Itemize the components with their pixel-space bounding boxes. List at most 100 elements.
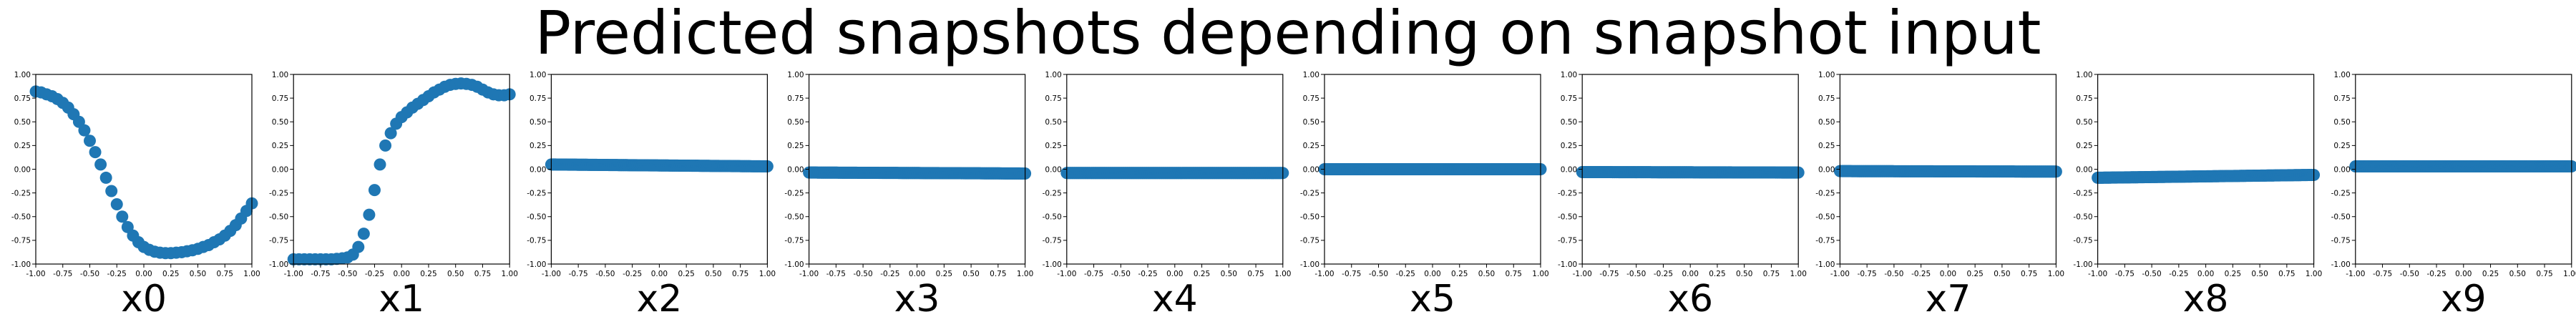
x-tick-label: 0.00: [135, 270, 152, 278]
y-tick-label: 0.25: [2076, 142, 2092, 150]
x-axis-label: x7: [1925, 278, 1971, 321]
x-tick-label: 1.00: [1532, 270, 1548, 278]
y-tick-label: -0.50: [784, 213, 804, 222]
data-point: [384, 127, 397, 140]
subplot-x8: -1.00 -0.75 -0.50 -0.25 0.00 0.25 0.50 0.75 1.00…: [2073, 71, 2322, 321]
data-points: [287, 77, 516, 265]
x-tick-label: -0.50: [595, 270, 615, 278]
x-tick-label: 0.00: [1940, 270, 1956, 278]
data-points: [1318, 163, 1547, 175]
y-tick-label: 0.50: [530, 118, 546, 127]
y-tick-label: 0.25: [787, 142, 804, 150]
y-tick-label: 0.00: [1561, 165, 1577, 174]
y-tick-label: -0.25: [269, 189, 288, 197]
x-tick-label: 0.25: [1709, 270, 1725, 278]
y-tick-label: -1.00: [1043, 260, 1062, 269]
x-tick-label: -0.50: [2400, 270, 2419, 278]
data-point: [2565, 160, 2576, 173]
x-axis-label: x4: [1152, 278, 1198, 321]
y-tick-label: 0.00: [787, 165, 804, 174]
data-point: [368, 184, 381, 197]
y-tick-label: 0.50: [1045, 118, 1061, 127]
x-tick-label: 0.25: [420, 270, 436, 278]
x-tick-label: 0.50: [190, 270, 206, 278]
y-tick-label: 0.00: [14, 165, 31, 174]
y-tick-label: 1.00: [1561, 71, 1577, 79]
y-tick-label: 0.50: [1303, 118, 1319, 127]
x-tick-label: -0.75: [2115, 270, 2135, 278]
y-tick-label: 0.75: [1818, 94, 1835, 103]
x-tick-label: 1.00: [2048, 270, 2064, 278]
y-tick-label: -1.00: [784, 260, 804, 269]
x-tick-label: 0.75: [1506, 270, 1522, 278]
x-tick-label: 0.50: [962, 270, 979, 278]
plot-frame: [293, 74, 510, 265]
y-tick-label: 0.25: [530, 142, 546, 150]
x-axis-label: x5: [1410, 278, 1455, 321]
x-tick-label: 0.25: [1966, 270, 1983, 278]
data-point: [116, 210, 129, 223]
y-tick-label: -0.25: [11, 189, 31, 197]
y-tick-label: -0.75: [2331, 237, 2351, 245]
x-tick-label: -0.75: [1599, 270, 1619, 278]
x-axis-label: x6: [1667, 278, 1713, 321]
subplot-x9: -1.00 -0.75 -0.50 -0.25 0.00 0.25 0.50 0.75 1.00…: [2331, 71, 2576, 321]
x-tick-label: 0.50: [705, 270, 721, 278]
x-tick-label: 0.75: [1247, 270, 1264, 278]
x-tick-label: 1.00: [2306, 270, 2322, 278]
y-tick-label: 1.00: [787, 71, 804, 79]
x-tick-label: 0.50: [1994, 270, 2010, 278]
x-tick-label: 0.00: [1682, 270, 1699, 278]
subplot-x1: -1.00 -0.75 -0.50 -0.25 0.00 0.25 0.50 0.75 1.00…: [269, 71, 518, 321]
y-tick-label: 0.25: [1045, 142, 1061, 150]
x-tick-label: 0.75: [2278, 270, 2295, 278]
subplot-x2: -1.00 -0.75 -0.50 -0.25 0.00 0.25 0.50 0.75 1.00…: [527, 71, 776, 321]
x-axis-label: x8: [2183, 278, 2229, 321]
x-tick-label: -1.00: [1573, 270, 1592, 278]
data-point: [357, 228, 370, 240]
data-point: [99, 171, 112, 184]
y-tick-label: 0.50: [787, 118, 804, 127]
y-tick-label: 0.75: [530, 94, 546, 103]
y-tick-label: 0.50: [2333, 118, 2350, 127]
x-tick-label: 0.75: [732, 270, 748, 278]
y-tick-label: -0.75: [2073, 237, 2092, 245]
x-axis-label: x3: [894, 278, 940, 321]
y-tick-label: -0.75: [1300, 237, 1319, 245]
x-tick-label: -1.00: [2346, 270, 2365, 278]
y-tick-label: 0.75: [1045, 94, 1061, 103]
x-tick-label: -1.00: [542, 270, 561, 278]
x-tick-label: -1.00: [26, 270, 45, 278]
x-tick-label: 0.25: [1451, 270, 1468, 278]
y-tick-label: -1.00: [269, 260, 288, 269]
y-tick-label: -0.25: [2331, 189, 2351, 197]
x-tick-label: -0.25: [880, 270, 899, 278]
y-tick-label: -1.00: [1558, 260, 1577, 269]
y-tick-label: -1.00: [2073, 260, 2092, 269]
x-tick-label: -0.50: [2142, 270, 2162, 278]
data-point: [110, 198, 123, 211]
x-tick-label: 0.00: [651, 270, 668, 278]
figure-title: Predicted snapshots depending on snapsho…: [535, 0, 2041, 68]
subplot-x6: -1.00 -0.75 -0.50 -0.25 0.00 0.25 0.50 0.75 1.00…: [1558, 71, 1807, 321]
y-tick-label: -1.00: [11, 260, 31, 269]
x-tick-label: 0.75: [2021, 270, 2037, 278]
data-point: [352, 240, 365, 253]
x-tick-label: -0.25: [1396, 270, 1415, 278]
x-tick-label: 0.75: [217, 270, 233, 278]
x-tick-label: 1.00: [502, 270, 518, 278]
y-tick-label: 0.50: [272, 118, 288, 127]
y-tick-label: 0.75: [2076, 94, 2092, 103]
y-tick-label: -0.25: [527, 189, 546, 197]
x-tick-label: 0.25: [2225, 270, 2241, 278]
x-tick-label: -0.75: [1084, 270, 1103, 278]
x-tick-label: -0.75: [826, 270, 846, 278]
x-tick-label: -1.00: [799, 270, 819, 278]
x-tick-label: -0.50: [1884, 270, 1903, 278]
x-tick-label: -0.25: [2426, 270, 2446, 278]
y-tick-label: -0.50: [11, 213, 31, 222]
y-tick-label: 0.00: [1045, 165, 1061, 174]
x-tick-label: -0.75: [569, 270, 588, 278]
data-points: [1060, 167, 1289, 180]
y-tick-label: -0.75: [527, 237, 546, 245]
